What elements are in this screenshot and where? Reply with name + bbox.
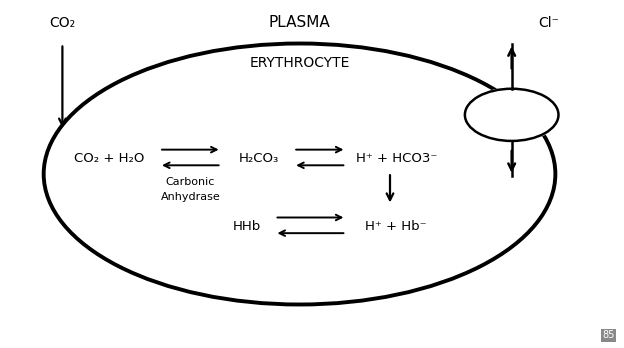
Text: HHb: HHb <box>232 220 261 233</box>
Circle shape <box>462 87 561 142</box>
Text: H⁺ + HCO3⁻: H⁺ + HCO3⁻ <box>356 152 437 165</box>
Text: ERYTHROCYTE: ERYTHROCYTE <box>250 56 349 70</box>
Text: Cl⁻: Cl⁻ <box>539 16 560 30</box>
Text: CO₂: CO₂ <box>49 16 76 30</box>
Text: H⁺ + Hb⁻: H⁺ + Hb⁻ <box>366 220 427 233</box>
Text: H₂CO₃: H₂CO₃ <box>239 152 279 165</box>
Text: CO₂ + H₂O: CO₂ + H₂O <box>74 152 144 165</box>
Text: PLASMA: PLASMA <box>269 15 330 30</box>
Text: Carbonic
Anhydrase: Carbonic Anhydrase <box>160 177 220 202</box>
Text: 85: 85 <box>602 330 615 340</box>
